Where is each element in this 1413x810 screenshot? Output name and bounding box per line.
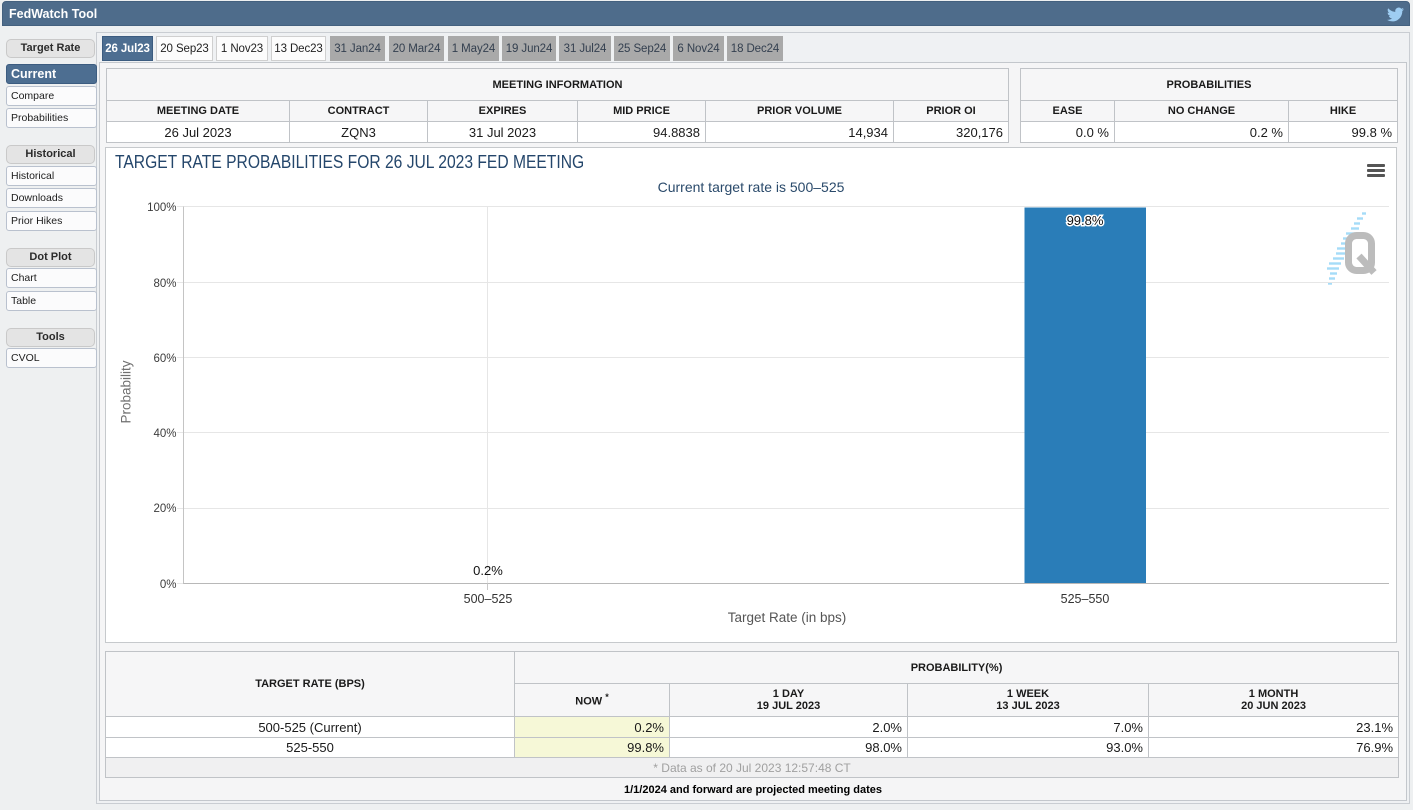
svg-text:Probability: Probability bbox=[119, 360, 134, 423]
svg-text:525–550: 525–550 bbox=[1061, 592, 1110, 606]
svg-text:60%: 60% bbox=[153, 353, 176, 365]
svg-text:40%: 40% bbox=[153, 428, 176, 440]
svg-text:0%: 0% bbox=[160, 579, 177, 591]
svg-text:99.8%: 99.8% bbox=[1067, 213, 1104, 228]
svg-text:100%: 100% bbox=[147, 202, 176, 214]
svg-text:80%: 80% bbox=[153, 278, 176, 290]
svg-text:0.2%: 0.2% bbox=[473, 563, 503, 578]
svg-text:20%: 20% bbox=[153, 503, 176, 515]
svg-text:Target Rate (in bps): Target Rate (in bps) bbox=[728, 610, 847, 625]
svg-text:500–525: 500–525 bbox=[464, 592, 513, 606]
